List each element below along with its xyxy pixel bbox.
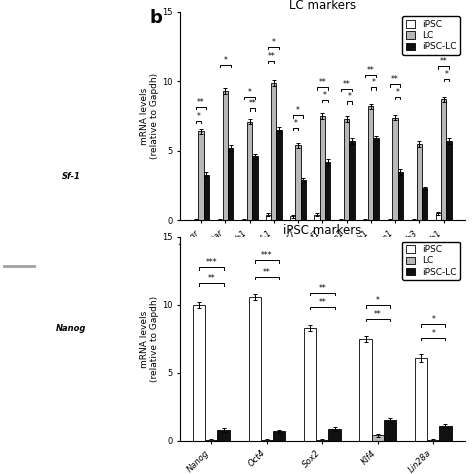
Bar	[398, 172, 403, 220]
Title: LC markers: LC markers	[289, 0, 356, 12]
Text: **: **	[374, 310, 382, 319]
Bar	[266, 215, 271, 220]
Bar	[273, 431, 285, 441]
Text: *: *	[372, 78, 375, 87]
Bar	[344, 119, 349, 220]
Bar	[218, 430, 230, 441]
Bar	[261, 440, 273, 441]
Bar	[436, 213, 441, 220]
Text: **: **	[440, 57, 447, 66]
Bar	[325, 162, 330, 220]
Bar	[417, 144, 422, 220]
Text: *: *	[396, 88, 400, 97]
Text: LC: LC	[84, 27, 90, 33]
Text: **: **	[197, 98, 205, 107]
Bar	[199, 131, 204, 220]
Text: **: **	[208, 274, 215, 283]
Text: *: *	[431, 329, 435, 338]
Text: iPSC-LC: iPSC-LC	[119, 331, 124, 350]
Bar	[415, 358, 427, 441]
Text: *: *	[444, 70, 448, 79]
Y-axis label: mRNA levels
(relative to Gapdh): mRNA levels (relative to Gapdh)	[140, 296, 159, 382]
Bar	[304, 328, 316, 441]
Bar	[441, 100, 446, 220]
Bar	[427, 440, 439, 441]
Bar	[368, 106, 374, 220]
Text: **: **	[367, 66, 375, 75]
Text: Sf-1: Sf-1	[62, 173, 81, 182]
Bar	[248, 297, 261, 441]
Text: M: M	[23, 27, 27, 33]
Title: iPSC markers: iPSC markers	[283, 224, 362, 237]
Legend: iPSC, LC, iPSC-LC: iPSC, LC, iPSC-LC	[402, 17, 460, 55]
Text: *: *	[431, 315, 435, 324]
Bar	[301, 180, 306, 220]
Text: *: *	[272, 38, 276, 47]
Bar	[271, 83, 276, 220]
Bar	[205, 440, 218, 441]
Bar	[422, 189, 428, 220]
Bar	[247, 122, 252, 220]
Bar	[328, 428, 341, 441]
Text: **: **	[267, 52, 275, 61]
Text: iPSC-LC: iPSC-LC	[17, 331, 21, 347]
Text: **: **	[263, 268, 271, 277]
Y-axis label: mRNA levels
(relative to Gapdh): mRNA levels (relative to Gapdh)	[140, 73, 159, 159]
Text: iPSC: iPSC	[49, 27, 54, 38]
Text: **: **	[319, 284, 326, 293]
Text: *: *	[223, 56, 227, 65]
Text: **: **	[319, 298, 326, 307]
Bar	[392, 118, 398, 220]
Text: **: **	[343, 80, 350, 89]
Text: **: **	[248, 99, 256, 108]
Text: *: *	[376, 296, 380, 305]
Text: *: *	[293, 118, 297, 128]
Bar	[384, 420, 396, 441]
Text: iPSC-LC: iPSC-LC	[119, 27, 124, 46]
Text: *: *	[347, 92, 351, 101]
Bar	[228, 148, 233, 220]
Text: *: *	[196, 111, 201, 120]
Text: b: b	[149, 9, 162, 27]
Text: ***: ***	[206, 258, 217, 267]
Bar	[295, 146, 301, 220]
Legend: iPSC, LC, iPSC-LC: iPSC, LC, iPSC-LC	[402, 242, 460, 280]
Bar	[319, 116, 325, 220]
Text: iPSC-LC: iPSC-LC	[119, 179, 124, 198]
Bar	[290, 216, 295, 220]
Bar	[446, 141, 452, 220]
Bar	[374, 138, 379, 220]
Bar	[316, 440, 328, 441]
Bar	[439, 426, 452, 441]
Text: LC: LC	[84, 179, 90, 184]
Text: M: M	[23, 331, 27, 336]
Text: *: *	[247, 88, 252, 97]
Bar	[349, 141, 355, 220]
Text: Nanog: Nanog	[56, 324, 86, 333]
Text: **: **	[319, 78, 326, 87]
Bar	[252, 156, 257, 220]
Text: **: **	[391, 75, 399, 84]
Bar	[314, 215, 319, 220]
Text: ***: ***	[261, 251, 273, 260]
Bar	[359, 339, 372, 441]
Text: M: M	[23, 179, 27, 184]
Text: iPSC: iPSC	[49, 179, 54, 190]
Text: iPSC: iPSC	[49, 331, 54, 342]
Text: *: *	[296, 106, 300, 115]
Bar	[372, 436, 384, 441]
Bar	[223, 91, 228, 220]
Text: *: *	[323, 91, 327, 100]
Text: iPSC-LC: iPSC-LC	[17, 27, 21, 44]
Text: LC: LC	[84, 331, 90, 336]
Bar	[193, 305, 205, 441]
Bar	[204, 174, 209, 220]
Text: iPSC-LC: iPSC-LC	[17, 179, 21, 195]
Bar	[276, 130, 282, 220]
